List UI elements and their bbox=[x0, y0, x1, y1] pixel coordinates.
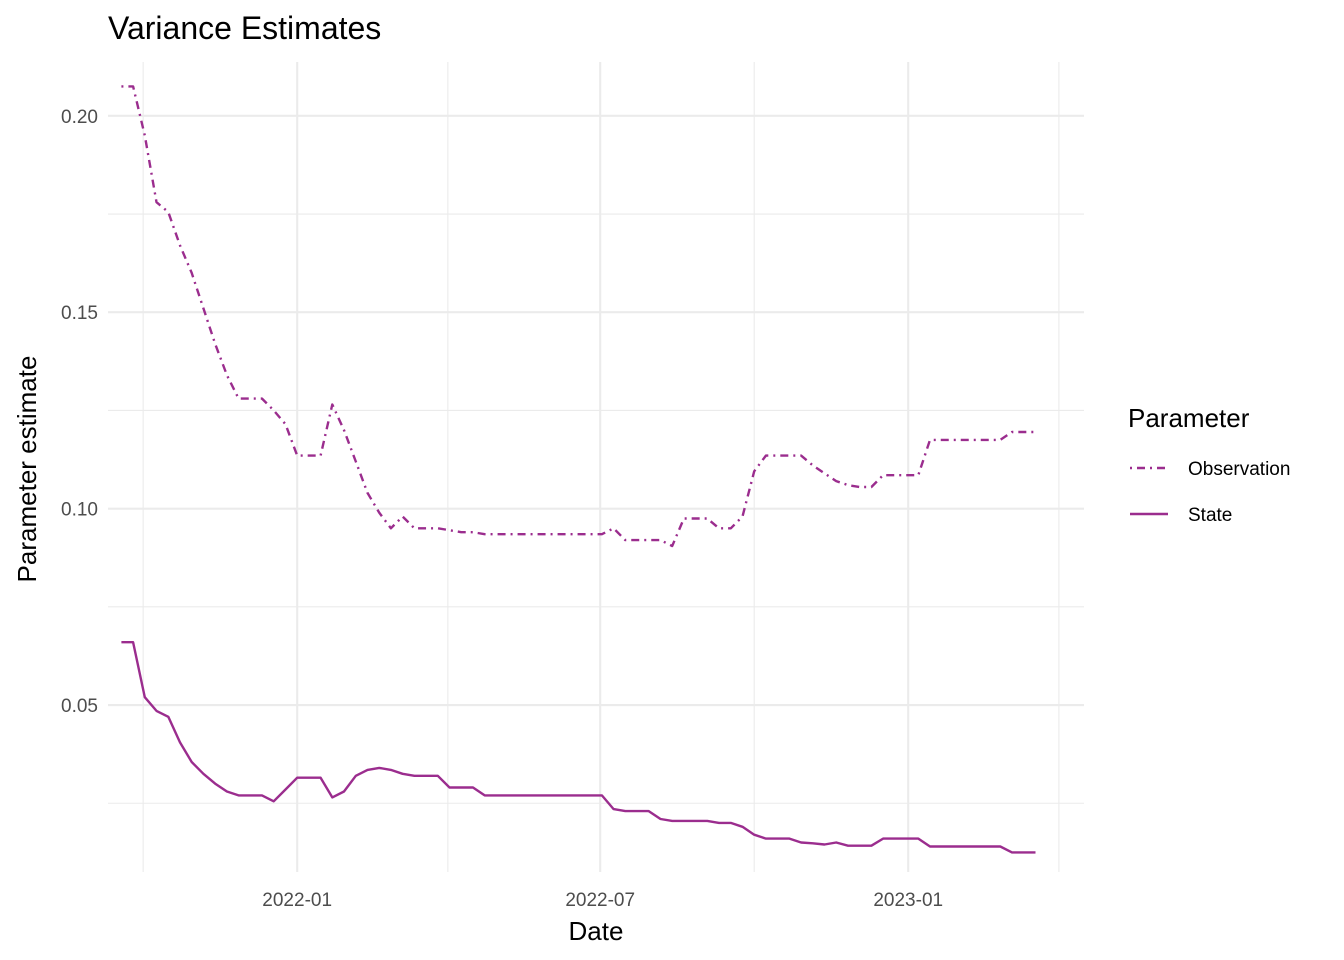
y-tick-label: 0.15 bbox=[61, 303, 98, 324]
major-gridlines bbox=[108, 62, 1084, 872]
x-tick-label: 2022-01 bbox=[262, 890, 332, 911]
legend-label-state: State bbox=[1188, 505, 1232, 526]
legend-item-state: State bbox=[1130, 505, 1232, 526]
y-tick-label: 0.20 bbox=[61, 107, 98, 128]
legend-label-observation: Observation bbox=[1188, 459, 1290, 480]
legend-title: Parameter bbox=[1128, 403, 1250, 433]
minor-gridlines bbox=[108, 62, 1084, 872]
legend-item-observation: Observation bbox=[1130, 459, 1290, 480]
x-axis-tick-labels: 2022-01 2022-07 2023-01 bbox=[262, 890, 943, 911]
legend: Parameter Observation State bbox=[1128, 403, 1290, 526]
series-line-observation bbox=[121, 85, 1036, 548]
x-tick-label: 2023-01 bbox=[873, 890, 943, 911]
chart-title: Variance Estimates bbox=[108, 10, 381, 46]
x-axis-title: Date bbox=[569, 916, 624, 946]
y-axis-title: Parameter estimate bbox=[12, 356, 42, 583]
series-lines bbox=[121, 85, 1036, 854]
series-line-state bbox=[121, 641, 1036, 854]
y-tick-label: 0.10 bbox=[61, 500, 98, 521]
y-tick-label: 0.05 bbox=[61, 696, 98, 717]
y-axis-tick-labels: 0.05 0.10 0.15 0.20 bbox=[61, 107, 98, 717]
x-tick-label: 2022-07 bbox=[565, 890, 635, 911]
